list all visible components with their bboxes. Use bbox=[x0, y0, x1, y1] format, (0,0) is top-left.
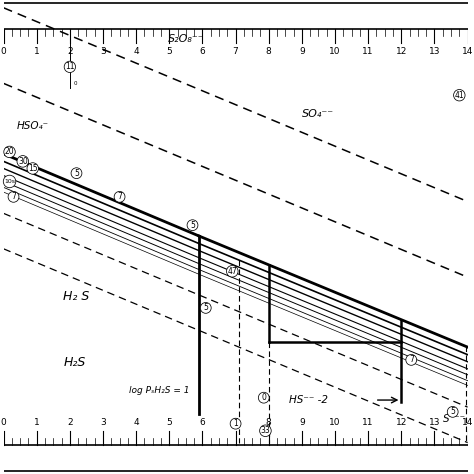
Text: 5: 5 bbox=[190, 221, 195, 230]
Text: 5: 5 bbox=[74, 169, 79, 178]
Text: H₂S: H₂S bbox=[63, 356, 85, 369]
Text: 9: 9 bbox=[299, 418, 305, 427]
Text: 8: 8 bbox=[266, 418, 272, 427]
Text: 1: 1 bbox=[34, 418, 40, 427]
Text: 7: 7 bbox=[117, 192, 122, 201]
Text: 5: 5 bbox=[450, 407, 455, 416]
Text: 14: 14 bbox=[462, 47, 474, 56]
Text: 14: 14 bbox=[462, 418, 474, 427]
Text: 2: 2 bbox=[67, 47, 73, 56]
Text: 7: 7 bbox=[11, 192, 16, 201]
Text: 7: 7 bbox=[233, 418, 238, 427]
Text: HS⁻⁻ -2: HS⁻⁻ -2 bbox=[289, 395, 328, 405]
Text: 13: 13 bbox=[428, 418, 440, 427]
Text: 0: 0 bbox=[0, 418, 7, 427]
Text: 1: 1 bbox=[233, 419, 238, 428]
Text: 5: 5 bbox=[166, 418, 172, 427]
Text: 30: 30 bbox=[18, 157, 27, 166]
Text: 0: 0 bbox=[0, 47, 7, 56]
Text: 10: 10 bbox=[329, 47, 341, 56]
Text: 8: 8 bbox=[266, 47, 272, 56]
Text: 9: 9 bbox=[299, 47, 305, 56]
Text: 12: 12 bbox=[396, 47, 407, 56]
Text: 41: 41 bbox=[455, 91, 464, 100]
Text: 11: 11 bbox=[363, 418, 374, 427]
Text: S⁻⁻⁻: S⁻⁻⁻ bbox=[443, 414, 466, 424]
Text: 1: 1 bbox=[34, 47, 40, 56]
Text: 20: 20 bbox=[5, 147, 14, 156]
Text: 11: 11 bbox=[363, 47, 374, 56]
Text: 4: 4 bbox=[133, 47, 139, 56]
Text: SO₄⁻⁻: SO₄⁻⁻ bbox=[302, 109, 335, 119]
Text: 7: 7 bbox=[233, 47, 238, 56]
Text: HSO₄⁻: HSO₄⁻ bbox=[17, 121, 49, 131]
Text: 2: 2 bbox=[67, 418, 73, 427]
Text: 11: 11 bbox=[65, 63, 74, 72]
Text: 47: 47 bbox=[228, 267, 237, 276]
Text: 5: 5 bbox=[166, 47, 172, 56]
Text: 3: 3 bbox=[100, 47, 106, 56]
Text: 5: 5 bbox=[203, 303, 208, 312]
Text: 0: 0 bbox=[74, 81, 78, 86]
Text: 6: 6 bbox=[200, 47, 205, 56]
Text: 7: 7 bbox=[409, 356, 414, 365]
Text: 4: 4 bbox=[133, 418, 139, 427]
Text: log PₛH₂S = 1: log PₛH₂S = 1 bbox=[129, 386, 190, 395]
Text: 10: 10 bbox=[329, 418, 341, 427]
Text: 6: 6 bbox=[200, 418, 205, 427]
Text: 10s: 10s bbox=[4, 179, 15, 184]
Text: H₂ S: H₂ S bbox=[63, 290, 90, 302]
Text: 15: 15 bbox=[28, 164, 37, 173]
Text: 33: 33 bbox=[261, 426, 270, 435]
Text: 12: 12 bbox=[396, 418, 407, 427]
Text: 13: 13 bbox=[428, 47, 440, 56]
Text: S₂O₈⁻⁻: S₂O₈⁻⁻ bbox=[168, 34, 204, 44]
Text: 3: 3 bbox=[100, 418, 106, 427]
Text: 0: 0 bbox=[261, 393, 266, 402]
